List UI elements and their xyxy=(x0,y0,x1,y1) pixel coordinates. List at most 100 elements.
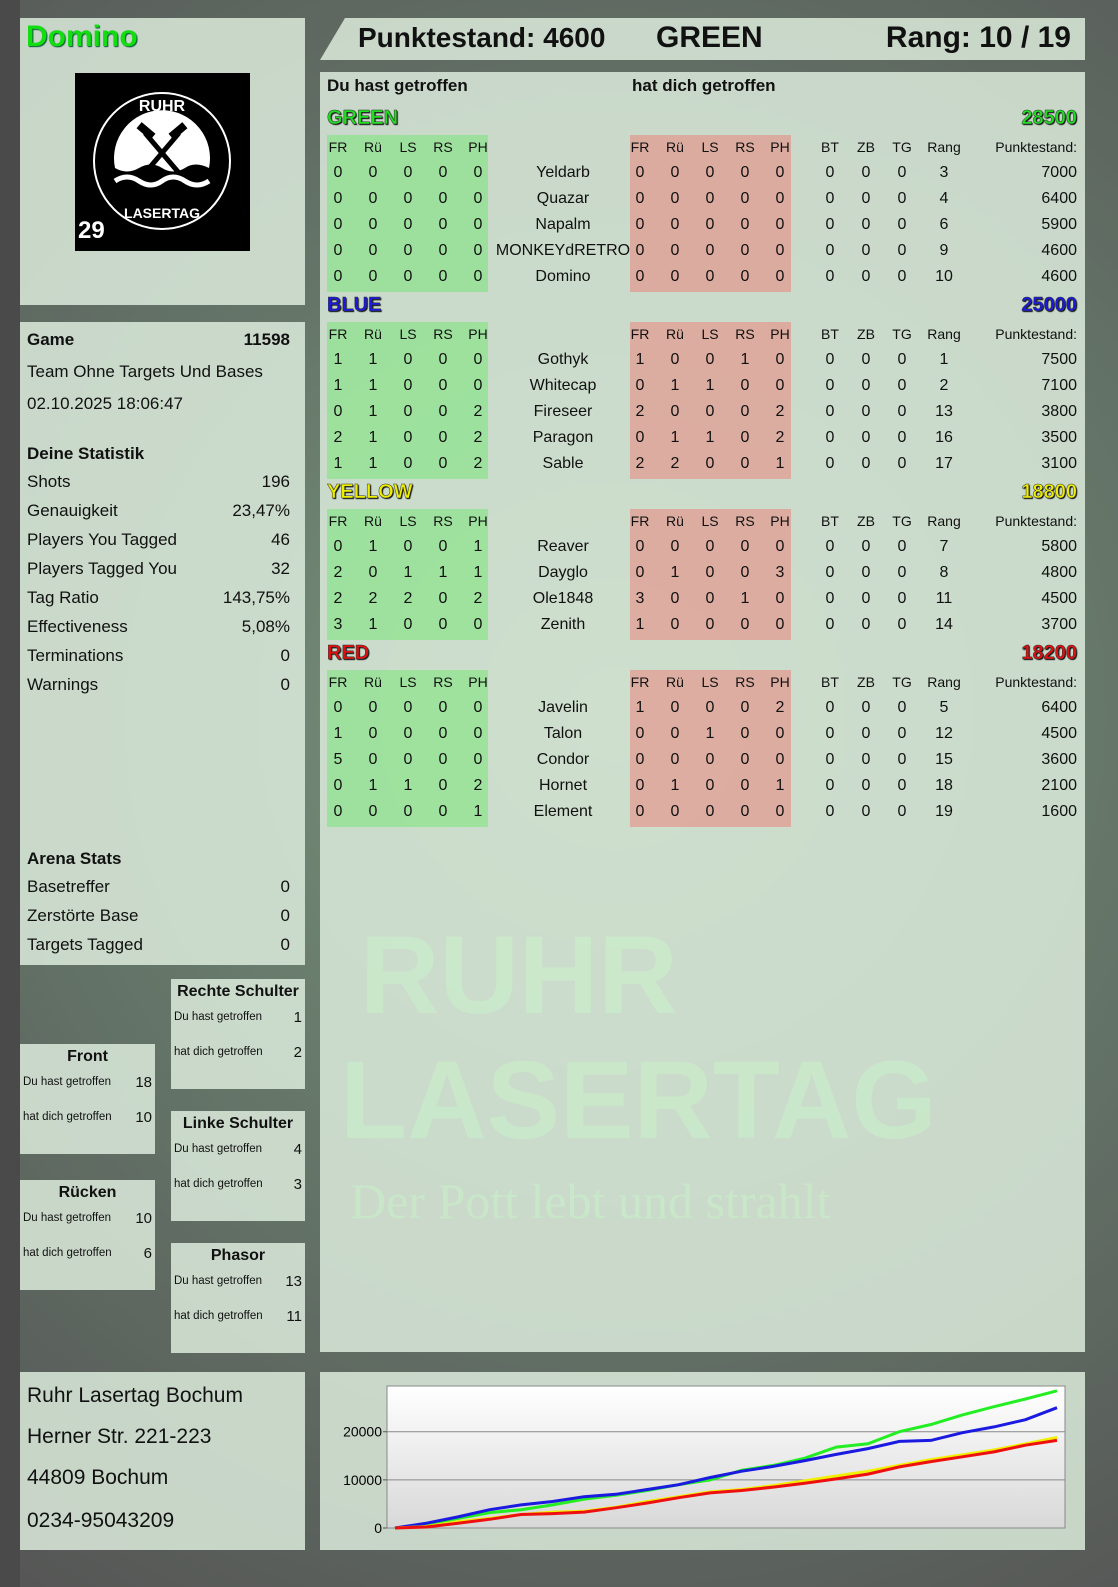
you-hit-rs: 0 xyxy=(438,216,448,233)
hit-you-ph: 1 xyxy=(775,777,785,794)
player-row: 2 0 1 1 1 Dayglo 0 1 0 0 3 0 0 0 8 4800 xyxy=(320,562,1085,588)
stat-zb: 0 xyxy=(861,377,871,394)
game-id: 11598 xyxy=(243,330,290,349)
col-header: Rang xyxy=(927,674,961,690)
you-hit-rü: 0 xyxy=(368,751,378,768)
player-row: 1 1 0 0 0 Whitecap 0 1 1 0 0 0 0 0 2 7100 xyxy=(320,375,1085,401)
score-chart: 0 10000 20000 xyxy=(343,1385,1066,1536)
player-row: 0 0 0 0 0 Javelin 1 0 0 0 2 0 0 0 5 6400 xyxy=(320,697,1085,723)
you-hit-fr: 0 xyxy=(333,777,343,794)
player-name: Sable xyxy=(542,455,584,472)
col-header: ZB xyxy=(857,139,875,155)
stat-tg: 0 xyxy=(897,699,907,716)
stat-zb: 0 xyxy=(861,751,871,768)
hitzone-you-value: 13 xyxy=(285,1273,302,1290)
stat-rang: 4 xyxy=(939,190,949,207)
player-row: 1 1 0 0 2 Sable 2 2 0 0 1 0 0 0 17 3100 xyxy=(320,453,1085,479)
player-score: 4600 xyxy=(1041,268,1077,285)
col-header: FR xyxy=(328,326,348,342)
player-team: GREEN xyxy=(656,21,763,54)
you-hit-fr: 0 xyxy=(333,190,343,207)
col-header: ZB xyxy=(857,326,875,342)
stat-zb: 0 xyxy=(861,190,871,207)
hit-you-ph: 0 xyxy=(775,616,785,633)
col-header: Rü xyxy=(364,139,382,155)
hit-you-rs: 0 xyxy=(740,190,750,207)
you-hit-rs: 0 xyxy=(438,699,448,716)
col-header: TG xyxy=(892,326,912,342)
stat-rang: 9 xyxy=(939,242,949,259)
team-score: 18200 xyxy=(1021,642,1077,665)
svg-text:LASERTAG: LASERTAG xyxy=(124,205,200,221)
you-hit-fr: 5 xyxy=(333,751,343,768)
player-name: MONKEYdRETRO xyxy=(495,242,631,259)
you-hit-fr: 0 xyxy=(333,538,343,555)
you-hit-rü: 1 xyxy=(368,377,378,394)
hitzone-phasor: Phasor Du hast getroffen 13 hat dich getrof… xyxy=(171,1243,305,1353)
player-name: Ole1848 xyxy=(532,590,594,607)
col-header: LS xyxy=(399,326,417,342)
you-hit-ls: 0 xyxy=(403,190,413,207)
you-hit-ph: 2 xyxy=(473,455,483,472)
col-header: Rü xyxy=(364,674,382,690)
col-header: RS xyxy=(735,513,755,529)
stat-label: Warnings xyxy=(27,675,99,694)
stat-zb: 0 xyxy=(861,351,871,368)
hit-you-ls: 1 xyxy=(705,429,715,446)
col-header-score: Punktestand: xyxy=(995,139,1077,155)
hit-you-ls: 0 xyxy=(705,351,715,368)
stat-zb: 0 xyxy=(861,455,871,472)
hit-you-ls: 0 xyxy=(705,190,715,207)
col-header: BT xyxy=(821,326,839,342)
col-header: ZB xyxy=(857,513,875,529)
player-score: 3800 xyxy=(1041,403,1077,420)
col-header: PH xyxy=(468,513,488,529)
hit-you-rü: 0 xyxy=(670,616,680,633)
you-hit-rü: 1 xyxy=(368,538,378,555)
col-header: Rü xyxy=(364,326,382,342)
stat-tg: 0 xyxy=(897,590,907,607)
hit-you-heading: hat dich getroffen xyxy=(632,76,776,95)
you-hit-fr: 1 xyxy=(333,455,343,472)
stat-tg: 0 xyxy=(897,455,907,472)
hit-you-ph: 0 xyxy=(775,538,785,555)
hit-you-ls: 0 xyxy=(705,455,715,472)
hit-you-rs: 0 xyxy=(740,216,750,233)
hitzone-front: Front Du hast getroffen 18 hat dich getroff… xyxy=(20,1044,155,1154)
col-header: PH xyxy=(770,326,790,342)
player-row: 3 1 0 0 0 Zenith 1 0 0 0 0 0 0 0 14 3700 xyxy=(320,614,1085,640)
you-hit-ls: 0 xyxy=(403,216,413,233)
hitzone-them-value: 11 xyxy=(286,1308,302,1325)
watermark-lasertag: LASERTAG xyxy=(340,1039,937,1162)
team-score: 25000 xyxy=(1021,294,1077,317)
address-panel: Ruhr Lasertag Bochum Herner Str. 221-223… xyxy=(20,1372,305,1550)
you-hit-rs: 0 xyxy=(438,377,448,394)
stat-rang: 15 xyxy=(935,751,953,768)
col-header: BT xyxy=(821,674,839,690)
col-header: TG xyxy=(892,139,912,155)
player-name: Domino xyxy=(26,20,138,53)
you-hit-fr: 0 xyxy=(333,403,343,420)
hit-you-rü: 0 xyxy=(670,590,680,607)
hit-you-rü: 0 xyxy=(670,803,680,820)
hit-you-rs: 0 xyxy=(740,268,750,285)
player-row: 0 1 1 0 2 Hornet 0 1 0 0 1 0 0 0 18 2100 xyxy=(320,775,1085,801)
you-hit-columns-bg xyxy=(327,670,488,827)
hit-you-ls: 0 xyxy=(705,803,715,820)
you-hit-ls: 0 xyxy=(403,455,413,472)
you-hit-ph: 0 xyxy=(473,268,483,285)
y-tick-label: 20000 xyxy=(343,1424,382,1440)
hitzone-linke-schulter: Linke Schulter Du hast getroffen 4 hat dich… xyxy=(171,1111,305,1221)
you-hit-ls: 0 xyxy=(403,803,413,820)
stat-rang: 7 xyxy=(939,538,949,555)
hit-you-ph: 0 xyxy=(775,242,785,259)
hit-you-fr: 0 xyxy=(635,725,645,742)
you-hit-rs: 0 xyxy=(438,725,448,742)
stat-label: Players You Tagged xyxy=(27,530,177,549)
you-hit-fr: 2 xyxy=(333,429,343,446)
hitzone-you-value: 4 xyxy=(293,1141,302,1158)
stats-panel: Game 11598 Team Ohne Targets Und Bases 0… xyxy=(20,322,305,965)
hit-you-ph: 2 xyxy=(775,429,785,446)
player-score: 5900 xyxy=(1041,216,1077,233)
you-hit-fr: 0 xyxy=(333,699,343,716)
